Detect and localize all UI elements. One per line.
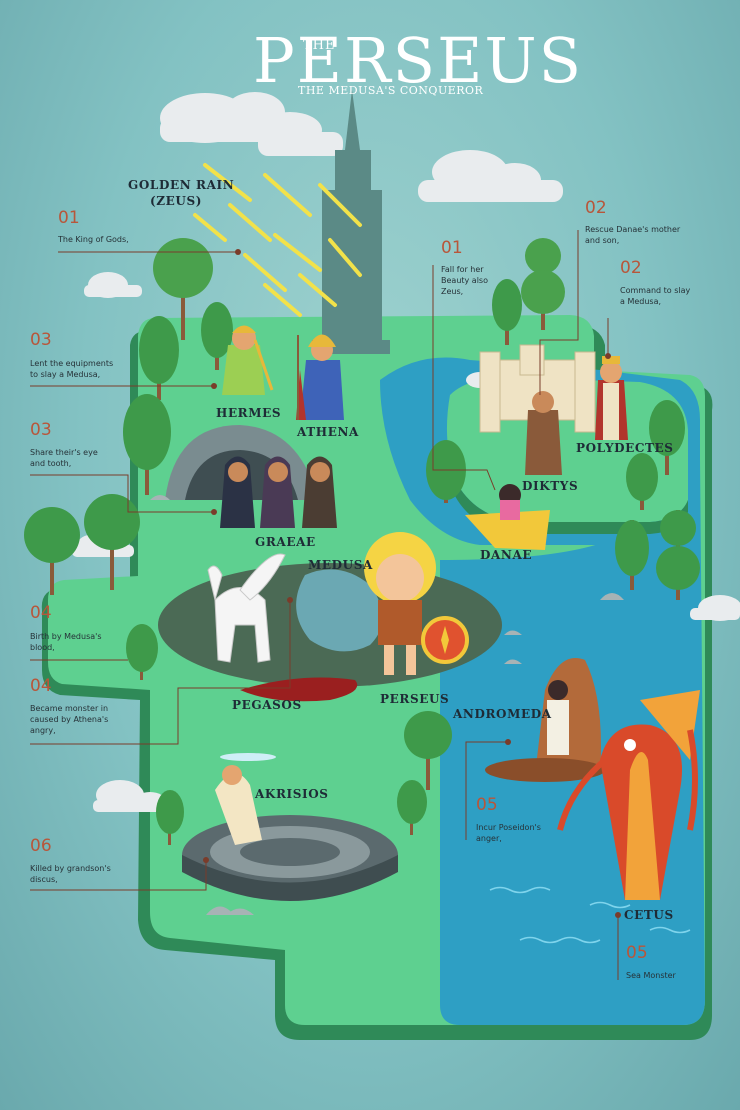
note-number: 06 [30,836,52,856]
note-number: 02 [585,198,607,218]
note-text: Fall for her Beauty also Zeus, [441,265,488,296]
perseus-figure [364,532,469,675]
graeae-figures [220,456,337,528]
note-number: 01 [58,208,80,228]
tower [312,90,390,354]
hermes-figure [222,325,274,395]
note-text: Killed by grandson's discus, [30,864,111,884]
akrisios-arena [182,753,398,901]
page-subtitle: THE MEDUSA'S CONQUEROR [298,84,484,97]
golden-rain [193,163,362,317]
rocks [150,495,624,915]
label-zeus: (ZEUS) [150,194,202,208]
danae-boat [465,484,550,550]
label-danae: DANAE [480,548,533,562]
note-text: Incur Poseidon's anger, [476,823,541,843]
leader-lines [30,230,619,980]
pegasos-figure [207,553,286,663]
note-number: 04 [30,676,52,696]
note-text: The King of Gods, [58,235,129,244]
note-text: Share their's eye and tooth, [30,448,98,468]
note-text: Became monster in caused by Athena's ang… [30,704,109,735]
label-andromeda: ANDROMEDA [453,707,552,721]
note-text: Command to slay a Medusa, [620,286,691,306]
label-hermes: HERMES [216,406,282,420]
note-number: 03 [30,330,52,350]
note-number: 04 [30,603,52,623]
title-the: THE [303,38,336,53]
note-text: Rescue Danae's mother and son, [585,225,681,245]
polydectes-figure [595,356,628,440]
waves [489,886,691,944]
note-number: 03 [30,420,52,440]
note-text: Sea Monster [626,971,676,980]
note-number: 05 [476,795,498,815]
label-golden-rain: GOLDEN RAIN [128,178,235,192]
label-athena: ATHENA [297,425,359,439]
note-text: Birth by Medusa's blood, [30,632,102,652]
label-pegasos: PEGASOS [232,698,302,712]
note-number: 05 [626,943,648,963]
athena-figure [296,334,344,420]
label-perseus: PERSEUS [380,692,450,706]
note-number: 01 [441,238,463,258]
trees [24,238,700,845]
label-medusa: MEDUSA [308,558,373,572]
cetus-figure [557,690,700,900]
note-number: 02 [620,258,642,278]
andromeda-rock [485,658,605,782]
label-diktys: DIKTYS [522,479,579,493]
page-title: PERSEUS [253,24,584,97]
note-text: Lent the equipments to slay a Medusa, [30,359,114,379]
label-cetus: CETUS [624,908,674,922]
clouds [72,92,740,812]
label-graeae: GRAEAE [255,535,316,549]
label-akrisios: AKRISIOS [255,787,329,801]
diktys-figure [525,391,562,475]
label-polydectes: POLYDECTES [576,441,674,455]
